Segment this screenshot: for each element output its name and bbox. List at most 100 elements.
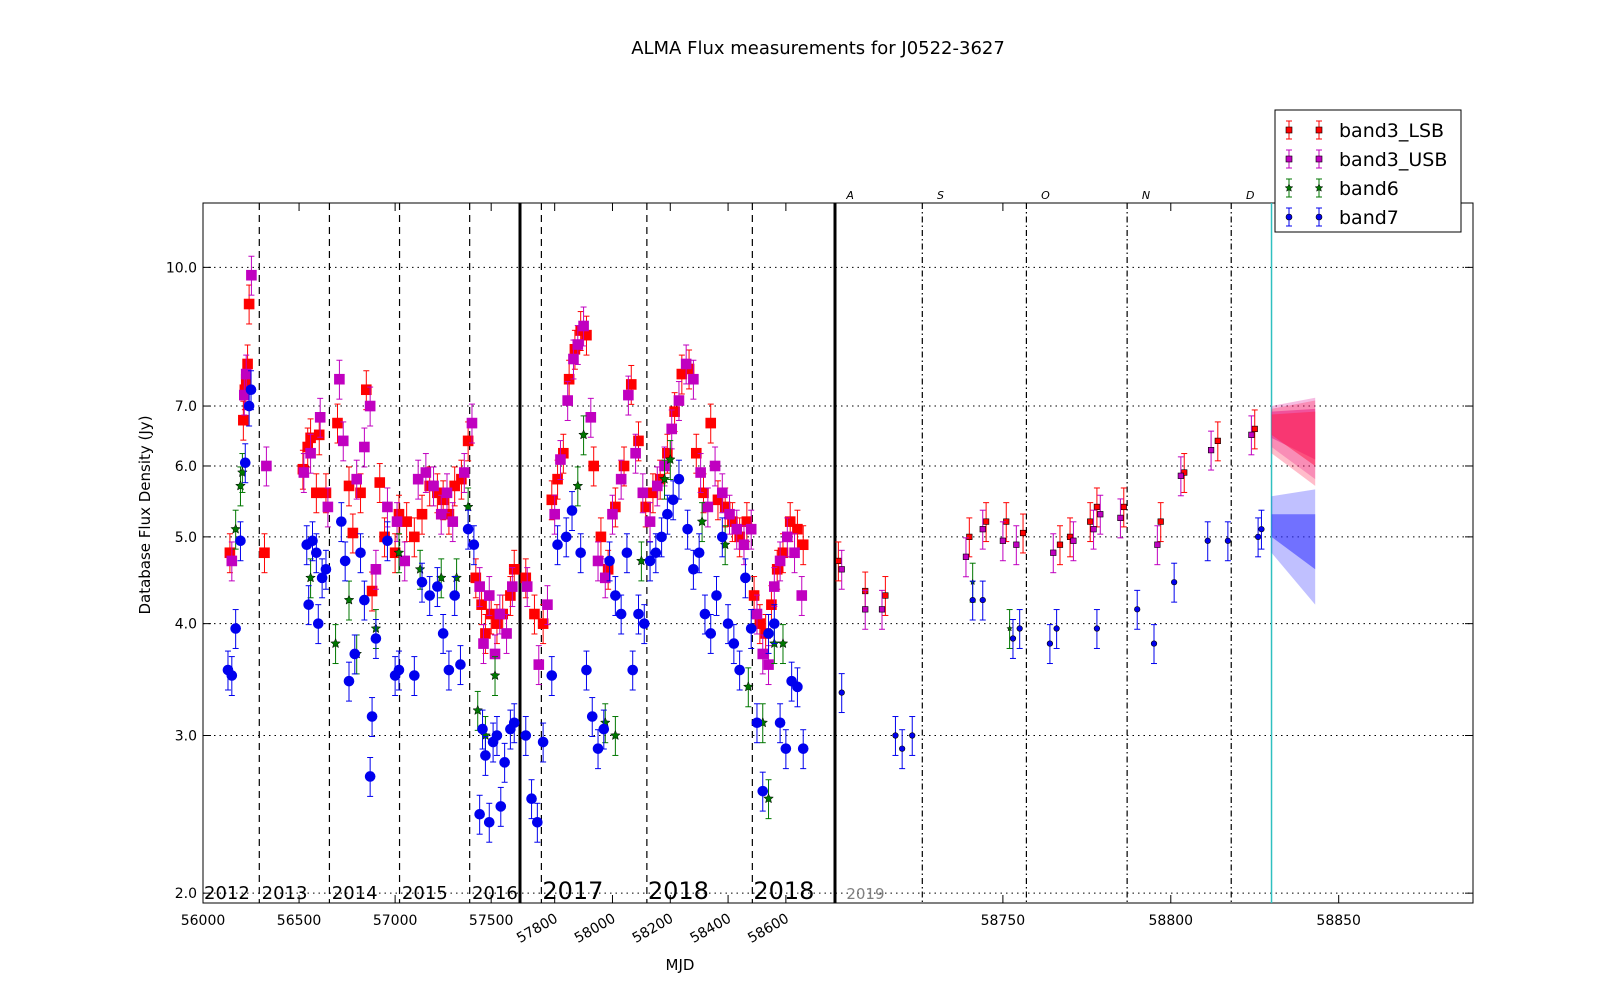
band7-point	[650, 547, 662, 559]
band3-usb-point	[474, 581, 485, 592]
band3-usb-point	[441, 487, 453, 499]
band3-lsb-point	[361, 384, 372, 396]
band7-point	[757, 785, 769, 797]
band3-lsb-point	[1181, 469, 1188, 476]
band7-point	[740, 572, 751, 584]
band3-usb-point	[666, 423, 678, 435]
band7-point	[552, 539, 563, 551]
year-label: 2018	[648, 877, 709, 905]
band3-lsb-point	[355, 487, 366, 499]
x-tick-label: 57800	[514, 911, 561, 947]
y-tick-label: 3.0	[175, 728, 197, 744]
band3-lsb-point	[476, 599, 487, 610]
band3-usb-point	[1050, 549, 1057, 556]
band3-usb-point	[578, 320, 589, 332]
band7-point	[1053, 625, 1060, 632]
band3-lsb-point	[343, 480, 355, 492]
band7-point	[745, 623, 757, 634]
band3-usb-point	[370, 563, 382, 575]
plot-frame	[202, 202, 1474, 904]
band7-point	[1171, 579, 1178, 586]
band7-point	[1134, 606, 1141, 613]
year-label: 2013	[262, 883, 308, 904]
band3-usb-point	[458, 467, 470, 478]
band3-lsb-point	[374, 477, 386, 488]
band7-point	[621, 547, 633, 559]
band7-point	[366, 711, 378, 722]
band7-point	[537, 736, 549, 748]
band7-point	[1224, 537, 1231, 544]
band3-lsb-point	[242, 358, 253, 370]
band6-point	[696, 515, 708, 527]
band6-point	[572, 480, 584, 491]
band7-point	[1254, 533, 1262, 540]
band7-point	[443, 664, 455, 676]
band7-point	[546, 670, 558, 681]
band3-usb-point	[478, 638, 489, 649]
band3-usb-point	[494, 608, 506, 620]
band6-point	[763, 793, 774, 804]
band7-point	[1150, 640, 1158, 647]
band7-point	[581, 664, 592, 676]
legend-marker	[1315, 155, 1323, 163]
band3-lsb-point	[625, 379, 637, 390]
band3-lsb-point	[320, 487, 332, 499]
band7-point	[235, 535, 246, 547]
band7-point	[526, 793, 537, 804]
band3-usb-point	[555, 454, 566, 465]
band3-lsb-point	[966, 533, 973, 540]
band7-point	[495, 801, 507, 812]
band7-point	[909, 732, 916, 739]
band7-point	[774, 717, 786, 729]
band7-point	[382, 535, 393, 547]
band3-usb-point	[568, 353, 579, 365]
band3-lsb-point	[449, 480, 460, 492]
band6-point	[609, 729, 621, 741]
band3-usb-point	[364, 400, 376, 412]
y-tick-label: 5.0	[175, 530, 197, 546]
band3-usb-point	[724, 508, 735, 520]
band3-usb-point	[305, 447, 316, 459]
plot-area: 2.0 3.0 4.0 5.0 6.0 7.0 10.0 56000 56500 57000 575…	[166, 109, 1474, 947]
band7-point	[979, 596, 986, 604]
band3-usb-point	[1177, 472, 1184, 479]
band7-point	[662, 508, 673, 520]
band3-usb-point	[585, 412, 597, 423]
forecast-band-inner	[1271, 411, 1316, 466]
y-tick-label: 7.0	[175, 399, 197, 415]
band3-usb-point	[542, 599, 553, 610]
band3-usb-point	[226, 555, 238, 567]
band7-point	[312, 618, 324, 629]
band3-lsb-point	[1157, 518, 1164, 525]
band7-point	[673, 473, 685, 485]
legend-marker	[1285, 155, 1293, 163]
band7-point	[780, 743, 792, 754]
band3-lsb-point	[537, 618, 549, 629]
band7-point	[239, 457, 251, 469]
band3-usb-point	[688, 373, 699, 385]
band3-usb-point	[623, 389, 634, 401]
band3-lsb-point	[882, 592, 889, 599]
band3-usb-point	[716, 487, 728, 499]
band7-point	[769, 618, 780, 629]
band3-lsb-point	[401, 516, 412, 527]
legend-marker	[1285, 213, 1293, 221]
band3-usb-point	[702, 501, 714, 513]
band7-point	[688, 563, 699, 575]
band7-point	[499, 757, 510, 768]
band3-usb-point	[1117, 514, 1124, 522]
band7-point	[477, 723, 488, 735]
band3-usb-point	[599, 572, 611, 584]
band3-usb-point	[549, 508, 560, 520]
band7-point	[566, 505, 578, 516]
month-label: S	[937, 189, 944, 202]
band7-point	[455, 659, 466, 670]
band7-point	[638, 618, 650, 629]
year-label: 2017	[542, 877, 603, 905]
band3-usb-point	[533, 659, 545, 670]
band7-point	[969, 596, 976, 604]
band3-usb-point	[521, 581, 533, 592]
band6-point	[635, 555, 647, 566]
y-tick-label: 10.0	[166, 260, 197, 276]
band7-point	[320, 563, 332, 575]
